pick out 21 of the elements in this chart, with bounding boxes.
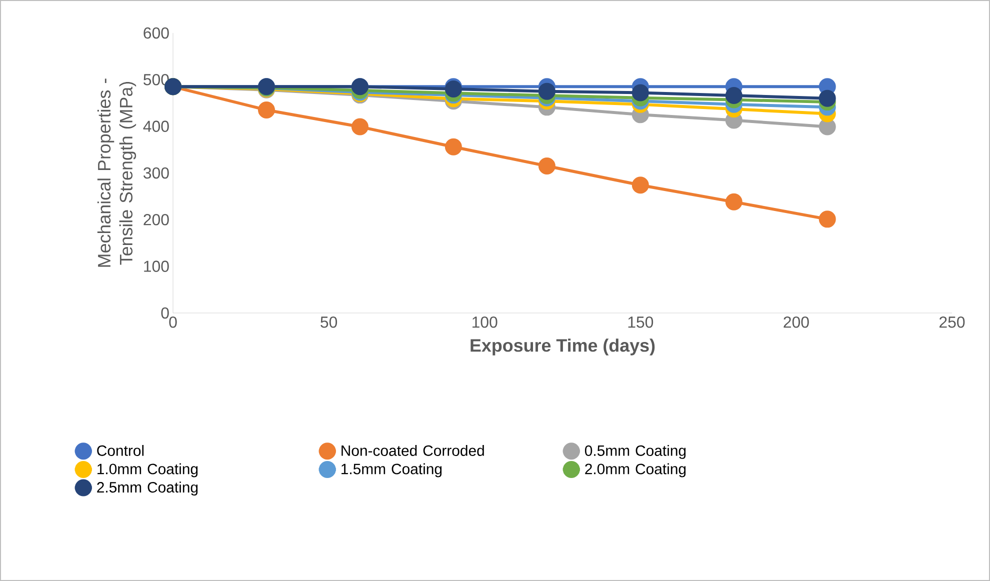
y-tick-label: 400 <box>143 120 169 132</box>
y-tick-label: 600 <box>144 27 169 39</box>
y-tick-label: 300 <box>144 167 169 179</box>
legend-label: 1.0mm Coating <box>98 463 198 478</box>
x-tick-label: 100 <box>472 316 498 328</box>
y-tick-label: 0 <box>161 307 169 319</box>
x-tick-label: 150 <box>628 316 654 328</box>
x-tick-label: 200 <box>784 316 809 328</box>
legend-label: 1.5mm Coating <box>342 463 442 478</box>
x-tick-label: 0 <box>169 316 177 328</box>
legend-label: 2.5mm Coating <box>97 482 198 496</box>
legend-label: 0.5mm Coating <box>584 444 686 459</box>
x-tick-label: 50 <box>320 316 338 328</box>
x-tick-label: 250 <box>940 316 965 328</box>
legend-label: Non-coated Corroded <box>342 444 484 456</box>
legend-label: Control <box>97 444 144 456</box>
y-tick-label: 100 <box>144 260 169 272</box>
legend-label: 2.0mm Coating <box>585 463 686 478</box>
x-axis-title: Exposure Time (days) <box>470 338 655 356</box>
y-axis-title: Mechanical Properties - Tensile Strength (MPa) <box>97 78 136 267</box>
y-tick-label: 200 <box>144 214 169 226</box>
